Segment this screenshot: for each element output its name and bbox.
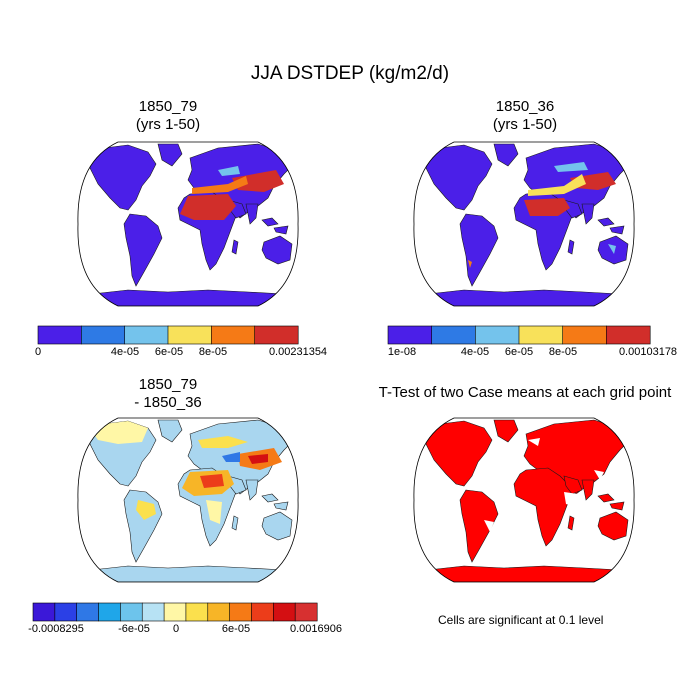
colorbar-swatch: [120, 602, 143, 622]
colorbar-tick: 0.0016906: [290, 623, 342, 635]
colorbar-swatch: [124, 325, 169, 345]
colorbar-tick: 0.00231354: [268, 346, 328, 358]
colorbar-swatch: [211, 325, 256, 345]
colorbar-tick: 6e-05: [154, 346, 184, 358]
colorbar-swatch: [254, 325, 299, 345]
colorbar-swatch: [229, 602, 252, 622]
colorbar-swatch: [294, 602, 318, 622]
colorbar-tick: 8e-05: [548, 346, 578, 358]
colorbar-swatch: [518, 325, 564, 345]
panel-title-bottom-left: 1850_79 - 1850_36: [38, 376, 298, 412]
panel-title-line1: 1850_36: [495, 98, 555, 115]
panel-title-top-right: 1850_36 (yrs 1-50): [395, 98, 655, 134]
colorbar-swatch: [98, 602, 121, 622]
panel-title-line2: (yrs 1-50): [135, 116, 201, 133]
colorbar-swatch: [141, 602, 165, 622]
panel-title-line1: 1850_79: [138, 376, 198, 393]
colorbar-swatch: [37, 325, 82, 345]
colorbar-swatch: [163, 602, 187, 622]
colorbar-swatch: [251, 602, 274, 622]
significance-note: Cells are significant at 0.1 level: [438, 613, 604, 627]
colorbar-swatch: [387, 325, 433, 345]
colorbar-top-left: [37, 325, 299, 345]
map-panel-top-left: [77, 141, 299, 307]
map-panel-top-right: [413, 141, 635, 307]
colorbar-tick: 0.00103178: [618, 346, 678, 358]
colorbar-swatch: [207, 602, 231, 622]
colorbar-swatch: [167, 325, 212, 345]
colorbar-tick: 6e-05: [504, 346, 534, 358]
colorbar-tick: 0: [172, 623, 180, 635]
colorbar-tick: -0.0008295: [28, 623, 84, 635]
colorbar-swatch: [54, 602, 78, 622]
colorbar-tick: 6e-05: [221, 623, 251, 635]
panel-title-top-left: 1850_79 (yrs 1-50): [38, 98, 298, 134]
panel-title-line2: - 1850_36: [134, 394, 202, 411]
colorbar-swatch: [606, 325, 651, 345]
colorbar-tick: 8e-05: [198, 346, 228, 358]
panel-title-line1: 1850_79: [138, 98, 198, 115]
colorbar-swatch: [475, 325, 520, 345]
colorbar-swatch: [562, 325, 607, 345]
colorbar-swatch: [81, 325, 126, 345]
panel-title-line2: (yrs 1-50): [492, 116, 558, 133]
figure-title: JJA DSTDEP (kg/m2/d): [250, 63, 450, 84]
map-panel-bottom-left: [77, 417, 299, 583]
colorbar-top-right: [387, 325, 651, 345]
colorbar-tick: 1e-08: [387, 346, 417, 358]
colorbar-tick: -6e-05: [118, 623, 150, 635]
colorbar-swatch: [273, 602, 296, 622]
colorbar-bottom-left: [32, 602, 318, 622]
panel-title-line1: T-Test of two Case means at each grid po…: [378, 384, 672, 401]
colorbar-tick: 4e-05: [110, 346, 140, 358]
colorbar-swatch: [76, 602, 100, 622]
colorbar-tick: 0: [34, 346, 42, 358]
colorbar-swatch: [32, 602, 56, 622]
colorbar-swatch: [431, 325, 476, 345]
colorbar-swatch: [185, 602, 209, 622]
panel-title-bottom-right: T-Test of two Case means at each grid po…: [355, 384, 695, 402]
map-panel-bottom-right: [413, 417, 635, 583]
colorbar-tick: 4e-05: [460, 346, 490, 358]
